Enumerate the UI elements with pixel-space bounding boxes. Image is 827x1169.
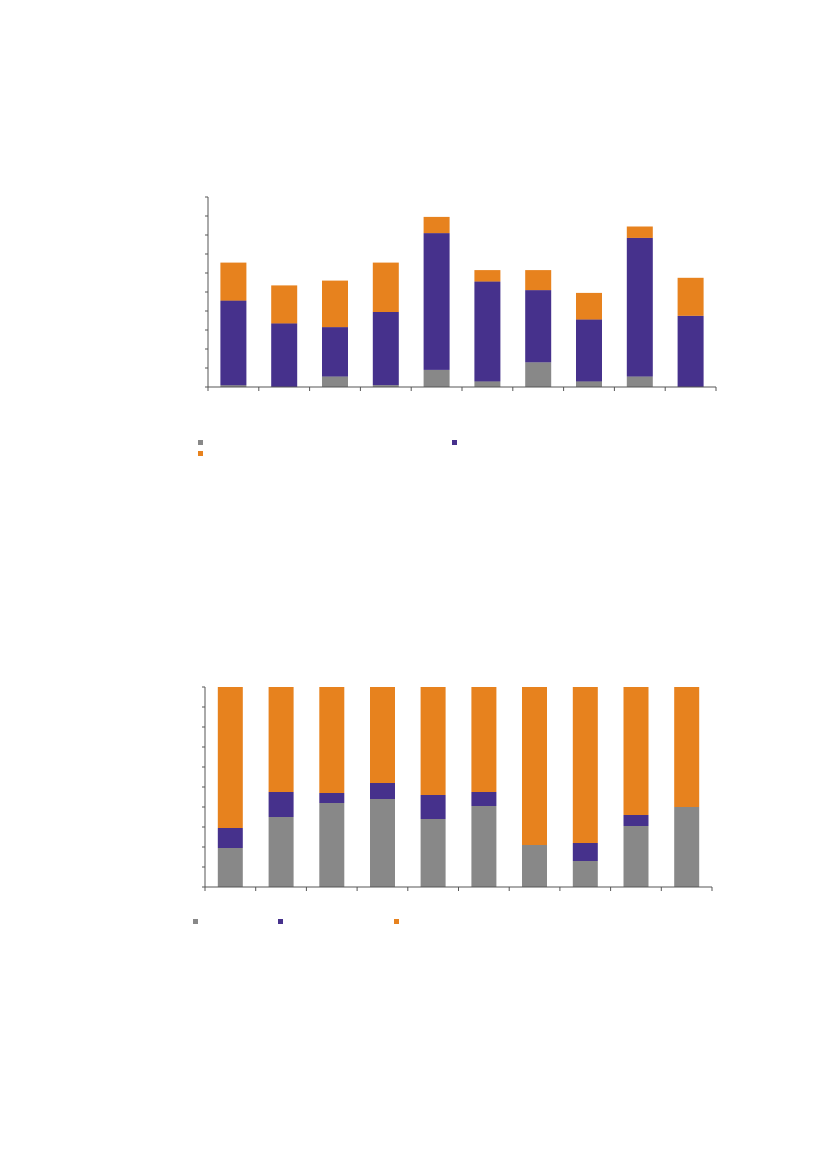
- bar-segment-orange: [268, 687, 294, 792]
- bar-segment-orange: [322, 280, 348, 328]
- legend-swatch-purple: [452, 440, 457, 445]
- bar-segment-orange: [677, 277, 704, 316]
- bar-segment-orange: [370, 687, 395, 783]
- bar-segment-grey: [322, 376, 348, 387]
- bar-segment-orange: [525, 270, 552, 291]
- bar-segment-orange: [674, 687, 700, 807]
- bar-segment-purple: [423, 233, 450, 370]
- bar-segment-purple: [525, 290, 552, 363]
- bar-segment-grey: [217, 848, 243, 887]
- bar-segment-grey: [220, 385, 247, 387]
- bar-segment-orange: [423, 216, 450, 234]
- bar-segment-orange: [626, 226, 653, 238]
- bar-segment-grey: [576, 381, 602, 387]
- bar-segment-purple: [217, 828, 243, 848]
- bar-segment-grey: [626, 376, 653, 387]
- bar-segment-orange: [220, 262, 247, 301]
- bar-segment-grey: [474, 381, 501, 387]
- bar-segment-orange: [623, 687, 649, 815]
- bar-segment-grey: [623, 826, 649, 887]
- chart-2-legend: [193, 919, 399, 924]
- chart-2-stacked-bar: [202, 686, 713, 891]
- bar-segment-purple: [626, 237, 653, 377]
- bar-segment-orange: [576, 292, 602, 320]
- bar-segment-purple: [370, 783, 395, 799]
- bar-segment-grey: [525, 362, 552, 387]
- bar-segment-orange: [572, 687, 598, 843]
- bar-segment-purple: [220, 300, 247, 386]
- bar-segment-purple: [623, 815, 649, 826]
- legend-swatch-orange: [394, 919, 399, 924]
- bar-segment-purple: [677, 315, 704, 388]
- bar-segment-orange: [471, 687, 497, 792]
- bar-segment-purple: [372, 311, 399, 386]
- legend-swatch-purple: [278, 919, 283, 924]
- bar-segment-grey: [370, 799, 395, 887]
- bar-segment-purple: [322, 327, 348, 377]
- bar-segment-orange: [372, 262, 399, 312]
- bar-segment-purple: [319, 793, 345, 803]
- chart-1-stacked-bar: [205, 196, 717, 391]
- bar-segment-grey: [471, 806, 497, 887]
- bar-segment-orange: [474, 270, 501, 282]
- bar-segment-purple: [576, 319, 602, 382]
- bar-segment-orange: [217, 687, 243, 828]
- bar-segment-orange: [271, 285, 298, 324]
- bar-segment-grey: [372, 385, 399, 387]
- bar-segment-purple: [471, 792, 497, 806]
- bar-segment-orange: [319, 687, 345, 793]
- bar-segment-purple: [271, 323, 298, 387]
- bar-segment-purple: [474, 281, 501, 382]
- chart-1-legend: [198, 440, 457, 456]
- bar-segment-grey: [423, 369, 450, 387]
- bar-segment-purple: [572, 843, 598, 861]
- bar-segment-grey: [522, 845, 547, 887]
- bar-segment-orange: [420, 687, 446, 795]
- bar-segment-grey: [572, 861, 598, 887]
- bar-segment-purple: [420, 795, 446, 819]
- bar-segment-orange: [522, 687, 547, 845]
- bar-segment-grey: [319, 803, 345, 887]
- legend-swatch-orange: [198, 451, 203, 456]
- legend-swatch-grey: [193, 919, 198, 924]
- bar-segment-grey: [674, 807, 700, 887]
- bar-segment-grey: [420, 819, 446, 887]
- legend-swatch-grey: [198, 440, 203, 445]
- bar-segment-purple: [268, 792, 294, 817]
- bar-segment-grey: [268, 817, 294, 887]
